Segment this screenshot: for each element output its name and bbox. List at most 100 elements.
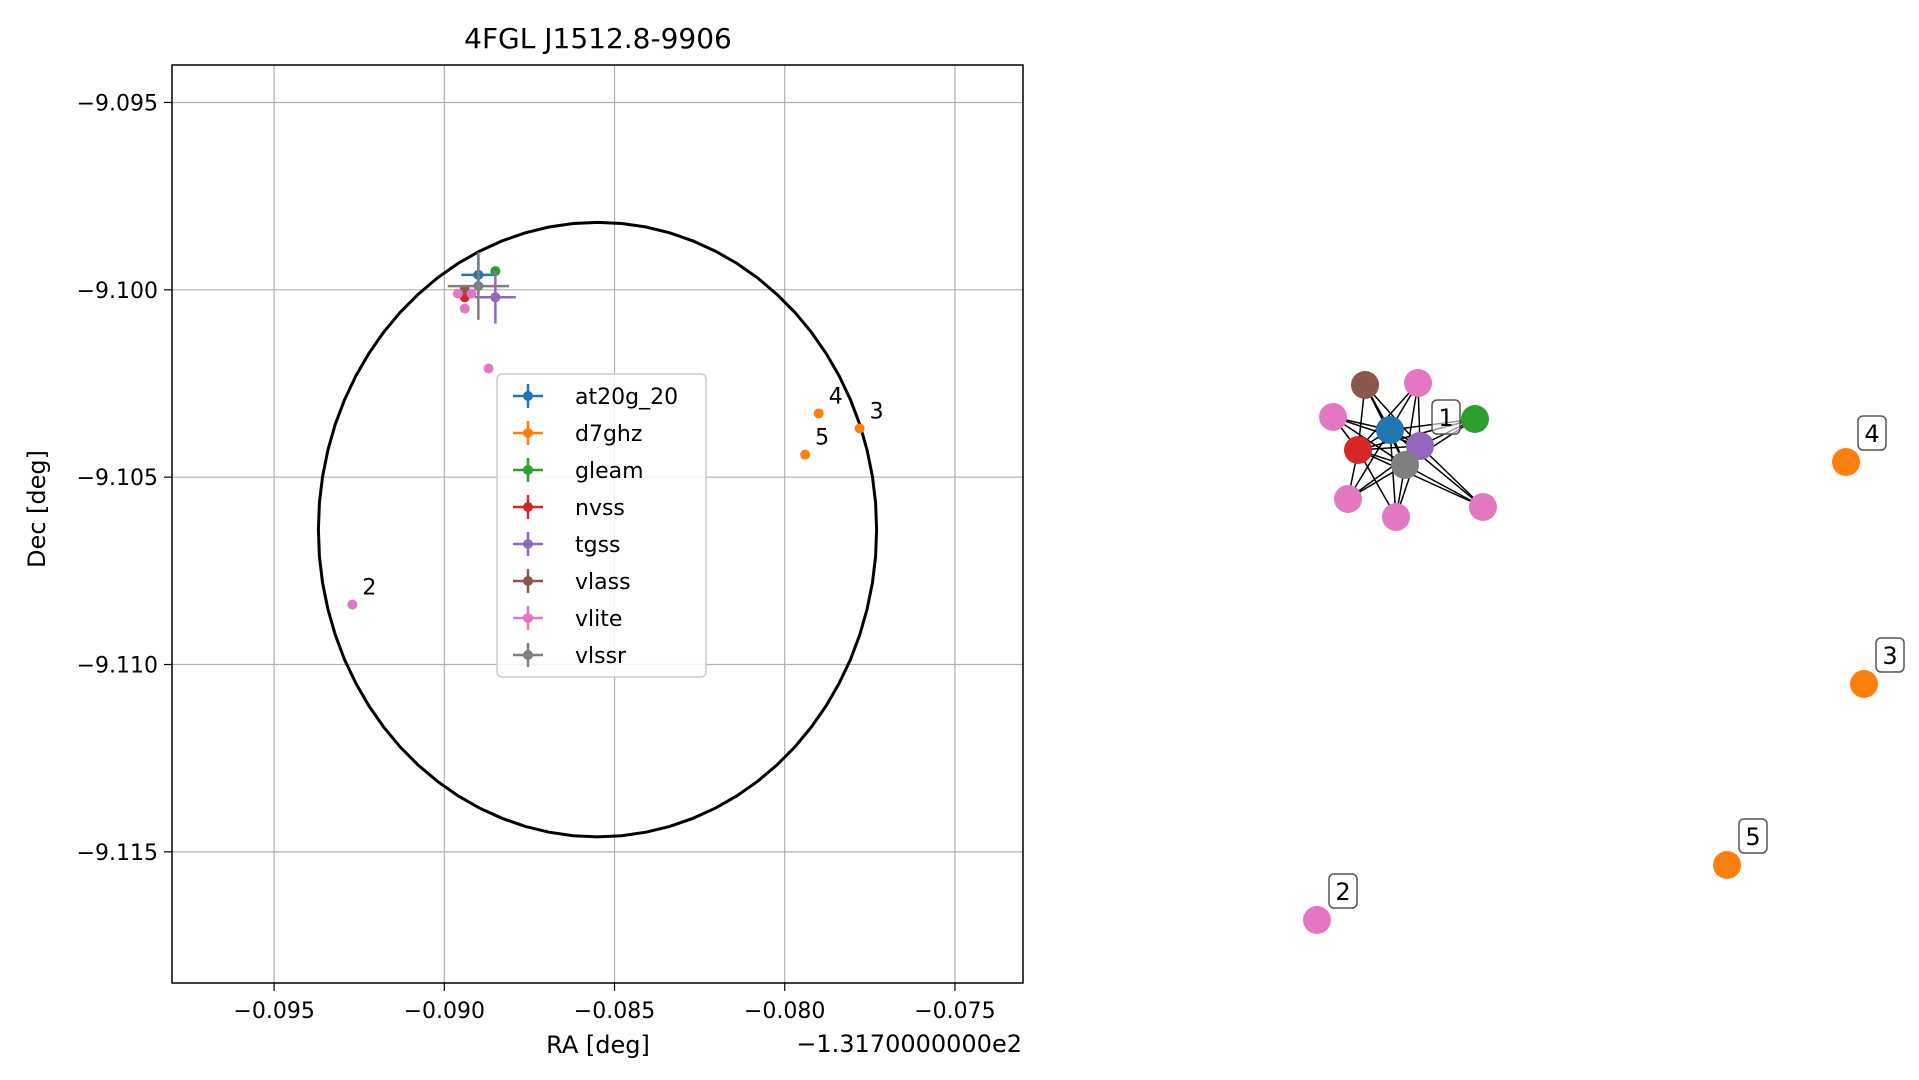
node-label-box bbox=[1328, 873, 1358, 909]
x-tick-label: −0.090 bbox=[404, 999, 485, 1024]
data-point bbox=[452, 288, 463, 299]
legend-item-vlass: vlass bbox=[513, 569, 631, 595]
series-vlssr bbox=[447, 252, 509, 320]
node-label: 3 bbox=[1875, 637, 1905, 673]
legend-item-nvss: nvss bbox=[513, 495, 625, 521]
data-point bbox=[466, 288, 477, 299]
node-label-box bbox=[1431, 399, 1461, 435]
node-label: 2 bbox=[1328, 873, 1358, 909]
legend-marker-dot bbox=[523, 465, 533, 475]
point-labels: 4 3 5 2 bbox=[362, 384, 883, 600]
y-tick-label: −9.095 bbox=[77, 91, 158, 116]
legend-marker-dot bbox=[523, 650, 533, 660]
y-axis-label: Dec [deg] bbox=[23, 450, 51, 568]
point-label: 4 bbox=[829, 384, 843, 409]
legend-label: d7ghz bbox=[575, 422, 642, 447]
data-point bbox=[347, 599, 358, 610]
data-point bbox=[800, 449, 811, 460]
series-d7ghz bbox=[800, 408, 865, 460]
legend-marker-dot bbox=[523, 539, 533, 549]
network-node bbox=[1406, 432, 1434, 460]
legend-label: at20g_20 bbox=[575, 385, 678, 410]
node-label: 4 bbox=[1857, 415, 1887, 451]
legend: at20g_20 d7ghz gleam nvss tgss vlass vlite vlss… bbox=[496, 373, 707, 678]
network-node bbox=[1382, 503, 1410, 531]
node-label-text: 1 bbox=[1438, 404, 1453, 432]
node-label-text: 4 bbox=[1864, 420, 1879, 448]
network-edge bbox=[1389, 429, 1397, 518]
y-tick-label: −9.105 bbox=[77, 466, 158, 491]
network-node bbox=[1334, 485, 1362, 513]
network-node bbox=[1461, 405, 1489, 433]
legend-marker-dot bbox=[523, 576, 533, 586]
point-label: 3 bbox=[870, 399, 884, 424]
network-node bbox=[1376, 416, 1404, 444]
node-label-text: 5 bbox=[1745, 823, 1760, 851]
legend-label: vlite bbox=[575, 607, 622, 632]
network-node bbox=[1832, 448, 1860, 476]
legend-item-vlssr: vlssr bbox=[513, 643, 627, 669]
network-node bbox=[1319, 403, 1347, 431]
data-point bbox=[483, 363, 494, 374]
legend-item-vlite: vlite bbox=[513, 606, 622, 632]
node-label-box bbox=[1875, 637, 1905, 673]
data-point bbox=[813, 408, 824, 419]
legend-label: nvss bbox=[575, 496, 625, 521]
node-label: 1 bbox=[1431, 399, 1461, 435]
legend-label: tgss bbox=[575, 533, 621, 558]
data-point bbox=[490, 292, 501, 303]
legend-marker-dot bbox=[523, 428, 533, 438]
y-tick-label: −9.110 bbox=[77, 654, 158, 679]
network-node bbox=[1404, 369, 1432, 397]
x-tick-label: −0.085 bbox=[574, 999, 655, 1024]
data-point bbox=[459, 303, 470, 314]
legend-label: gleam bbox=[575, 459, 644, 484]
node-label-box bbox=[1857, 415, 1887, 451]
node-label-text: 3 bbox=[1882, 642, 1897, 670]
network-node bbox=[1850, 670, 1878, 698]
network-node bbox=[1344, 436, 1372, 464]
network-edge bbox=[1419, 445, 1484, 508]
network-nodes: 1 4 3 5 2 bbox=[1303, 369, 1905, 934]
error-ellipse bbox=[316, 220, 879, 839]
axes-frame bbox=[171, 64, 1024, 984]
network-node bbox=[1303, 906, 1331, 934]
legend-label: vlass bbox=[575, 570, 631, 595]
y-tick-label: −9.115 bbox=[77, 841, 158, 866]
x-axis-label: RA [deg] bbox=[546, 1031, 650, 1059]
error-ellipse-outline bbox=[316, 220, 879, 839]
legend-item-gleam: gleam bbox=[513, 458, 644, 484]
legend-item-d7ghz: d7ghz bbox=[513, 421, 642, 447]
network-node bbox=[1713, 851, 1741, 879]
y-tick-label: −9.100 bbox=[77, 279, 158, 304]
legend-label: vlssr bbox=[575, 644, 627, 669]
chart-title: 4FGL J1512.8-9906 bbox=[464, 22, 732, 55]
network-node bbox=[1351, 371, 1379, 399]
node-label-box bbox=[1738, 818, 1768, 854]
legend-item-tgss: tgss bbox=[513, 532, 621, 558]
sky-map-chart: 4FGL J1512.8-9906 4 3 5 2 −0.095 −0.090 −0.08… bbox=[23, 22, 1024, 1059]
x-tick-label: −0.080 bbox=[744, 999, 825, 1024]
node-label-text: 2 bbox=[1335, 878, 1350, 906]
legend-marker-dot bbox=[523, 502, 533, 512]
data-series bbox=[347, 252, 865, 610]
network-node bbox=[1469, 493, 1497, 521]
series-vlite bbox=[347, 288, 494, 610]
network-node bbox=[1391, 451, 1419, 479]
match-network: 1 4 3 5 2 bbox=[1303, 369, 1905, 934]
legend-item-at20g_20: at20g_20 bbox=[513, 384, 678, 410]
x-tick-label: −0.095 bbox=[233, 999, 314, 1024]
legend-box bbox=[496, 373, 707, 678]
network-edge bbox=[1389, 429, 1484, 508]
network-edge bbox=[1332, 416, 1406, 466]
x-axis-offset: −1.3170000000e2 bbox=[796, 1030, 1022, 1058]
legend-marker-dot bbox=[523, 613, 533, 623]
point-label: 5 bbox=[815, 426, 829, 451]
series-tgss bbox=[474, 271, 516, 324]
network-edge bbox=[1404, 464, 1484, 508]
data-point bbox=[854, 423, 865, 434]
x-tick-label: −0.075 bbox=[914, 999, 995, 1024]
node-label: 5 bbox=[1738, 818, 1768, 854]
legend-marker-dot bbox=[523, 391, 533, 401]
